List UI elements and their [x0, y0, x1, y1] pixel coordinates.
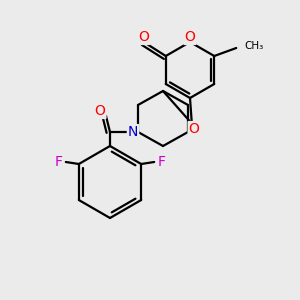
Text: O: O: [94, 104, 105, 118]
Text: O: O: [184, 30, 195, 44]
Text: O: O: [138, 30, 149, 44]
Text: N: N: [128, 125, 138, 139]
Text: F: F: [157, 155, 165, 169]
Text: CH₃: CH₃: [244, 41, 263, 51]
Text: O: O: [189, 122, 200, 136]
Text: F: F: [55, 155, 63, 169]
